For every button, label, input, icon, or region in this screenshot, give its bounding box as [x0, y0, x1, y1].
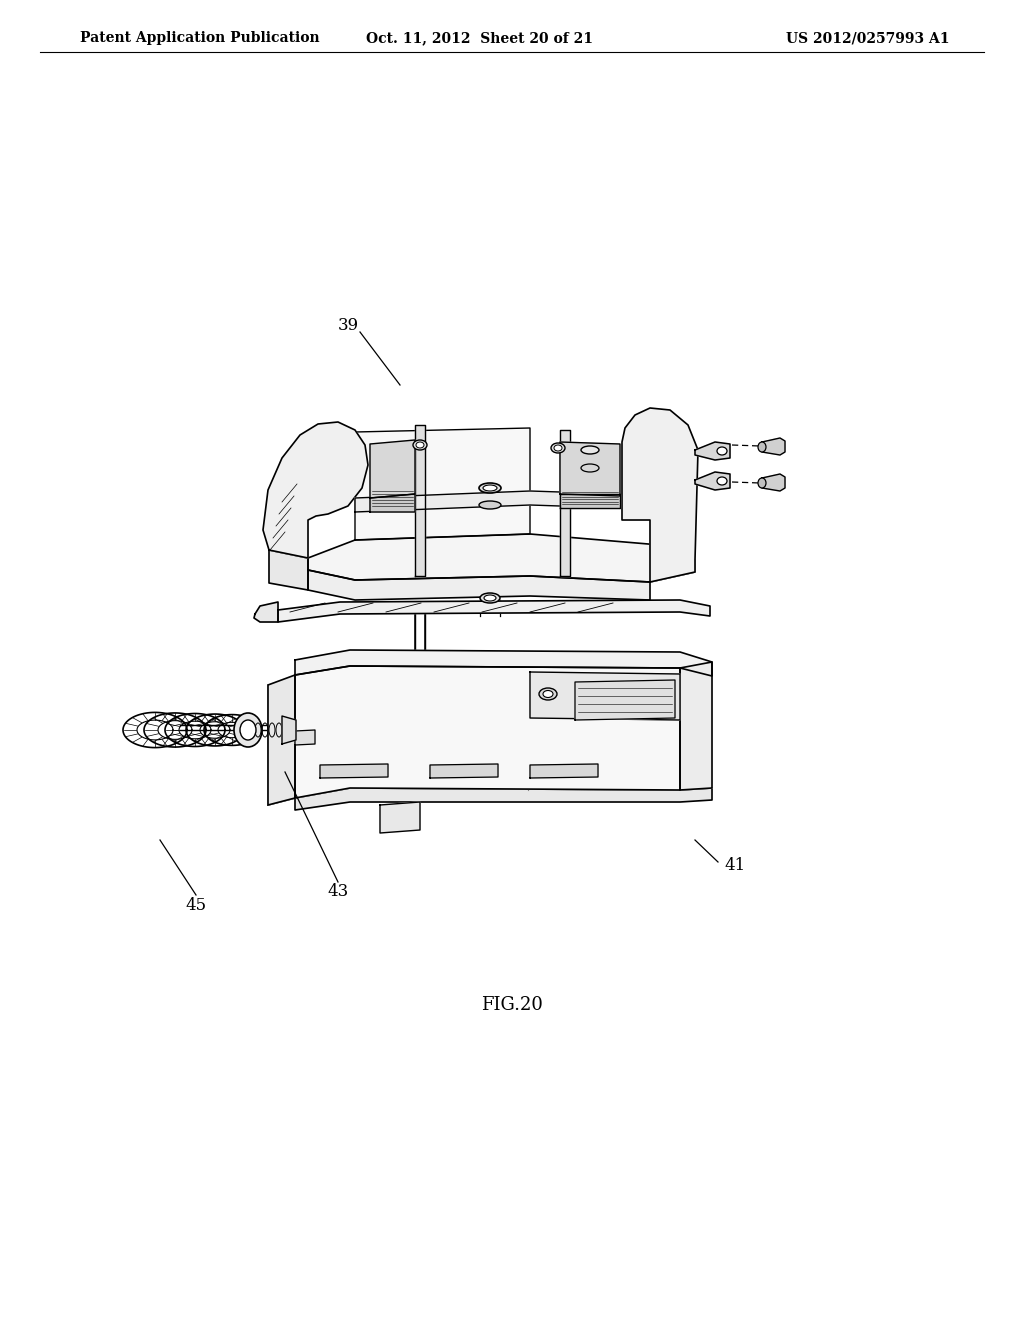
Text: US 2012/0257993 A1: US 2012/0257993 A1: [786, 30, 950, 45]
Polygon shape: [575, 680, 675, 719]
Ellipse shape: [416, 442, 424, 447]
Polygon shape: [680, 663, 712, 789]
Polygon shape: [370, 440, 415, 498]
Polygon shape: [254, 602, 278, 622]
Ellipse shape: [480, 593, 500, 603]
Polygon shape: [530, 764, 598, 777]
Ellipse shape: [539, 688, 557, 700]
Text: Oct. 11, 2012  Sheet 20 of 21: Oct. 11, 2012 Sheet 20 of 21: [367, 30, 594, 45]
Polygon shape: [263, 422, 368, 558]
Ellipse shape: [554, 445, 562, 451]
Ellipse shape: [717, 447, 727, 455]
Text: 45: 45: [185, 896, 207, 913]
Ellipse shape: [484, 595, 496, 601]
Ellipse shape: [234, 713, 262, 747]
Ellipse shape: [413, 440, 427, 450]
Polygon shape: [430, 764, 498, 777]
Polygon shape: [319, 764, 388, 777]
Ellipse shape: [479, 483, 501, 492]
Ellipse shape: [479, 502, 501, 510]
Ellipse shape: [758, 478, 766, 488]
Polygon shape: [530, 672, 680, 719]
Ellipse shape: [717, 477, 727, 484]
Ellipse shape: [551, 444, 565, 453]
Polygon shape: [295, 788, 712, 810]
Polygon shape: [415, 425, 425, 576]
Text: FIG.20: FIG.20: [481, 997, 543, 1014]
Polygon shape: [695, 473, 730, 490]
Polygon shape: [560, 494, 620, 508]
Polygon shape: [282, 715, 296, 744]
Text: Patent Application Publication: Patent Application Publication: [80, 30, 319, 45]
Polygon shape: [560, 442, 620, 496]
Ellipse shape: [483, 484, 497, 491]
Polygon shape: [762, 438, 785, 455]
Polygon shape: [295, 667, 680, 799]
Text: 39: 39: [338, 317, 358, 334]
Ellipse shape: [240, 719, 256, 741]
Ellipse shape: [543, 690, 553, 697]
Polygon shape: [278, 601, 710, 622]
Polygon shape: [308, 570, 650, 601]
Polygon shape: [295, 649, 712, 676]
Ellipse shape: [758, 442, 766, 451]
Polygon shape: [269, 550, 308, 590]
Polygon shape: [268, 675, 295, 805]
Polygon shape: [695, 442, 730, 459]
Polygon shape: [560, 430, 570, 576]
Polygon shape: [622, 408, 698, 582]
Ellipse shape: [581, 446, 599, 454]
Text: 41: 41: [724, 857, 745, 874]
Polygon shape: [295, 730, 315, 744]
Polygon shape: [308, 535, 695, 582]
Polygon shape: [355, 491, 620, 512]
Polygon shape: [370, 494, 415, 512]
Polygon shape: [380, 803, 420, 833]
Polygon shape: [355, 428, 530, 540]
Ellipse shape: [581, 465, 599, 473]
Text: 43: 43: [328, 883, 348, 900]
Polygon shape: [762, 474, 785, 491]
